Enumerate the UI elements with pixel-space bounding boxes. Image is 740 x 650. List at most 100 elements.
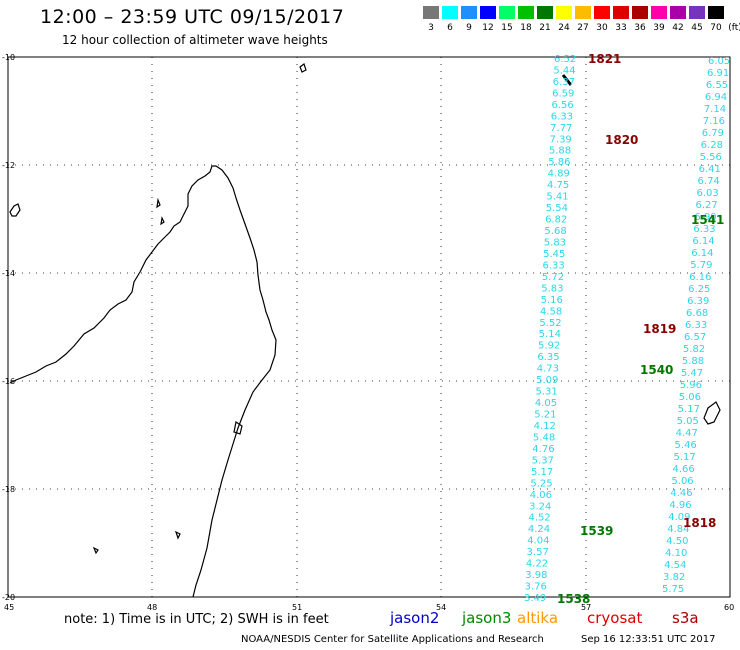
wave-height-value: 4.89 (548, 169, 570, 180)
wave-height-value: 5.06 (679, 392, 701, 403)
wave-height-value: 5.83 (541, 283, 563, 294)
wave-height-value: 4.58 (540, 306, 562, 317)
wave-height-value: 7.16 (703, 116, 725, 127)
legend-label: 70 (710, 23, 722, 33)
wave-height-value: 6.14 (692, 236, 714, 247)
legend-swatch (613, 6, 629, 19)
lat-label: -18 (2, 485, 15, 494)
created-timestamp: Sep 16 12:33:51 UTC 2017 (581, 634, 716, 645)
lat-label: -10 (2, 53, 15, 62)
legend-label: 15 (501, 23, 513, 33)
wave-height-value: 5.17 (531, 467, 553, 478)
credit-text: NOAA/NESDIS Center for Satellite Applica… (241, 634, 544, 645)
wave-height-value: 4.73 (537, 364, 559, 375)
wave-height-value: 6.39 (687, 296, 709, 307)
wave-height-value: 6.35 (537, 352, 559, 363)
wave-height-value: 5.17 (678, 404, 700, 415)
legend-label: 6 (447, 23, 453, 33)
legend-label: 3 (428, 23, 434, 33)
lat-label: -14 (2, 269, 15, 278)
legend-swatch (556, 6, 572, 19)
lat-label: -16 (2, 377, 15, 386)
wave-height-value: 5.16 (541, 295, 563, 306)
legend-swatch (461, 6, 477, 19)
pass-number-label: 1538 (557, 592, 590, 606)
lon-label: 48 (147, 603, 157, 612)
wave-height-value: 6.41 (699, 164, 721, 175)
wave-height-value: 6.94 (705, 92, 727, 103)
wave-height-value: 4.09 (668, 512, 690, 523)
satellite-legend-item: altika (517, 609, 559, 627)
pass-number-label: 1820 (605, 133, 638, 147)
legend-swatch (423, 6, 439, 19)
legend-unit: (ft) (728, 23, 740, 33)
legend-label: 18 (520, 23, 532, 33)
wave-height-value: 5.21 (534, 410, 556, 421)
wave-height-value: 6.68 (686, 308, 708, 319)
wave-height-value: 3.82 (663, 572, 685, 583)
wave-height-value: 5.17 (674, 452, 696, 463)
legend-label: 12 (482, 23, 494, 33)
wave-height-value: 6.33 (551, 111, 573, 122)
wave-height-value: 5.68 (544, 226, 566, 237)
lon-label: 45 (4, 603, 14, 612)
legend-label: 33 (615, 23, 627, 33)
wave-height-value: 6.82 (545, 215, 567, 226)
lat-label: -12 (2, 161, 15, 170)
coastline (9, 63, 721, 598)
wave-height-value: 7.77 (550, 123, 572, 134)
satellite-legend-item: jason3 (462, 609, 512, 627)
wave-height-value: 4.12 (534, 421, 556, 432)
lon-label: 60 (724, 603, 734, 612)
wave-height-value: 6.57 (684, 332, 706, 343)
lat-label: -20 (2, 593, 15, 602)
satellite-legend-item: cryosat (587, 609, 643, 627)
wave-height-value: 7.39 (550, 134, 572, 145)
wave-height-value: 6.28 (701, 140, 723, 151)
legend-label: 21 (539, 23, 551, 33)
note-text: note: 1) Time is in UTC; 2) SWH is in fe… (64, 612, 329, 627)
wave-height-value: 3.98 (525, 570, 547, 581)
wave-height-value: 5.31 (535, 387, 557, 398)
wave-height-value: 4.96 (669, 500, 691, 511)
wave-height-value: 4.04 (527, 536, 549, 547)
legend-label: 45 (691, 23, 703, 33)
wave-height-value: 6.16 (689, 272, 711, 283)
legend-swatch (708, 6, 724, 19)
wave-height-value: 7.14 (704, 104, 726, 115)
wave-height-value: 6.27 (695, 200, 717, 211)
legend-label: 42 (672, 23, 684, 33)
wave-height-value: 4.52 (528, 513, 550, 524)
wave-height-value: 6.33 (685, 320, 707, 331)
wave-height-value: 5.56 (700, 152, 722, 163)
wave-height-value: 6.03 (697, 188, 719, 199)
legend-swatch (651, 6, 667, 19)
wave-height-value: 6.79 (702, 128, 724, 139)
wave-height-value: 5.82 (683, 344, 705, 355)
lon-label: 54 (436, 603, 446, 612)
wave-height-value: 4.24 (528, 524, 550, 535)
wave-height-value: 5.41 (546, 192, 568, 203)
wave-height-value: 6.74 (698, 176, 720, 187)
legend-label: 30 (596, 23, 608, 33)
wave-height-value: 5.75 (662, 584, 684, 595)
pass-number-label: 1541 (691, 213, 724, 227)
wave-height-value: 6.55 (706, 80, 728, 91)
wave-height-value: 6.91 (707, 68, 729, 79)
legend-swatch (480, 6, 496, 19)
legend-swatch (632, 6, 648, 19)
wave-height-value: 5.25 (530, 478, 552, 489)
wave-height-value: 4.22 (526, 559, 548, 570)
map-frame (7, 56, 731, 598)
lon-label: 57 (581, 603, 591, 612)
wave-height-value: 3.24 (529, 501, 551, 512)
satellite-legend-item: s3a (672, 609, 699, 627)
pass-number-label: 1540 (640, 363, 673, 377)
wave-height-value: 5.48 (533, 432, 555, 443)
pass-number-label: 1821 (588, 52, 621, 66)
wave-height-value: 5.09 (536, 375, 558, 386)
wave-height-value: 5.46 (675, 440, 697, 451)
wave-height-value: 6.33 (693, 224, 715, 235)
legend-swatch (537, 6, 553, 19)
wave-height-value: 6.33 (543, 260, 565, 271)
